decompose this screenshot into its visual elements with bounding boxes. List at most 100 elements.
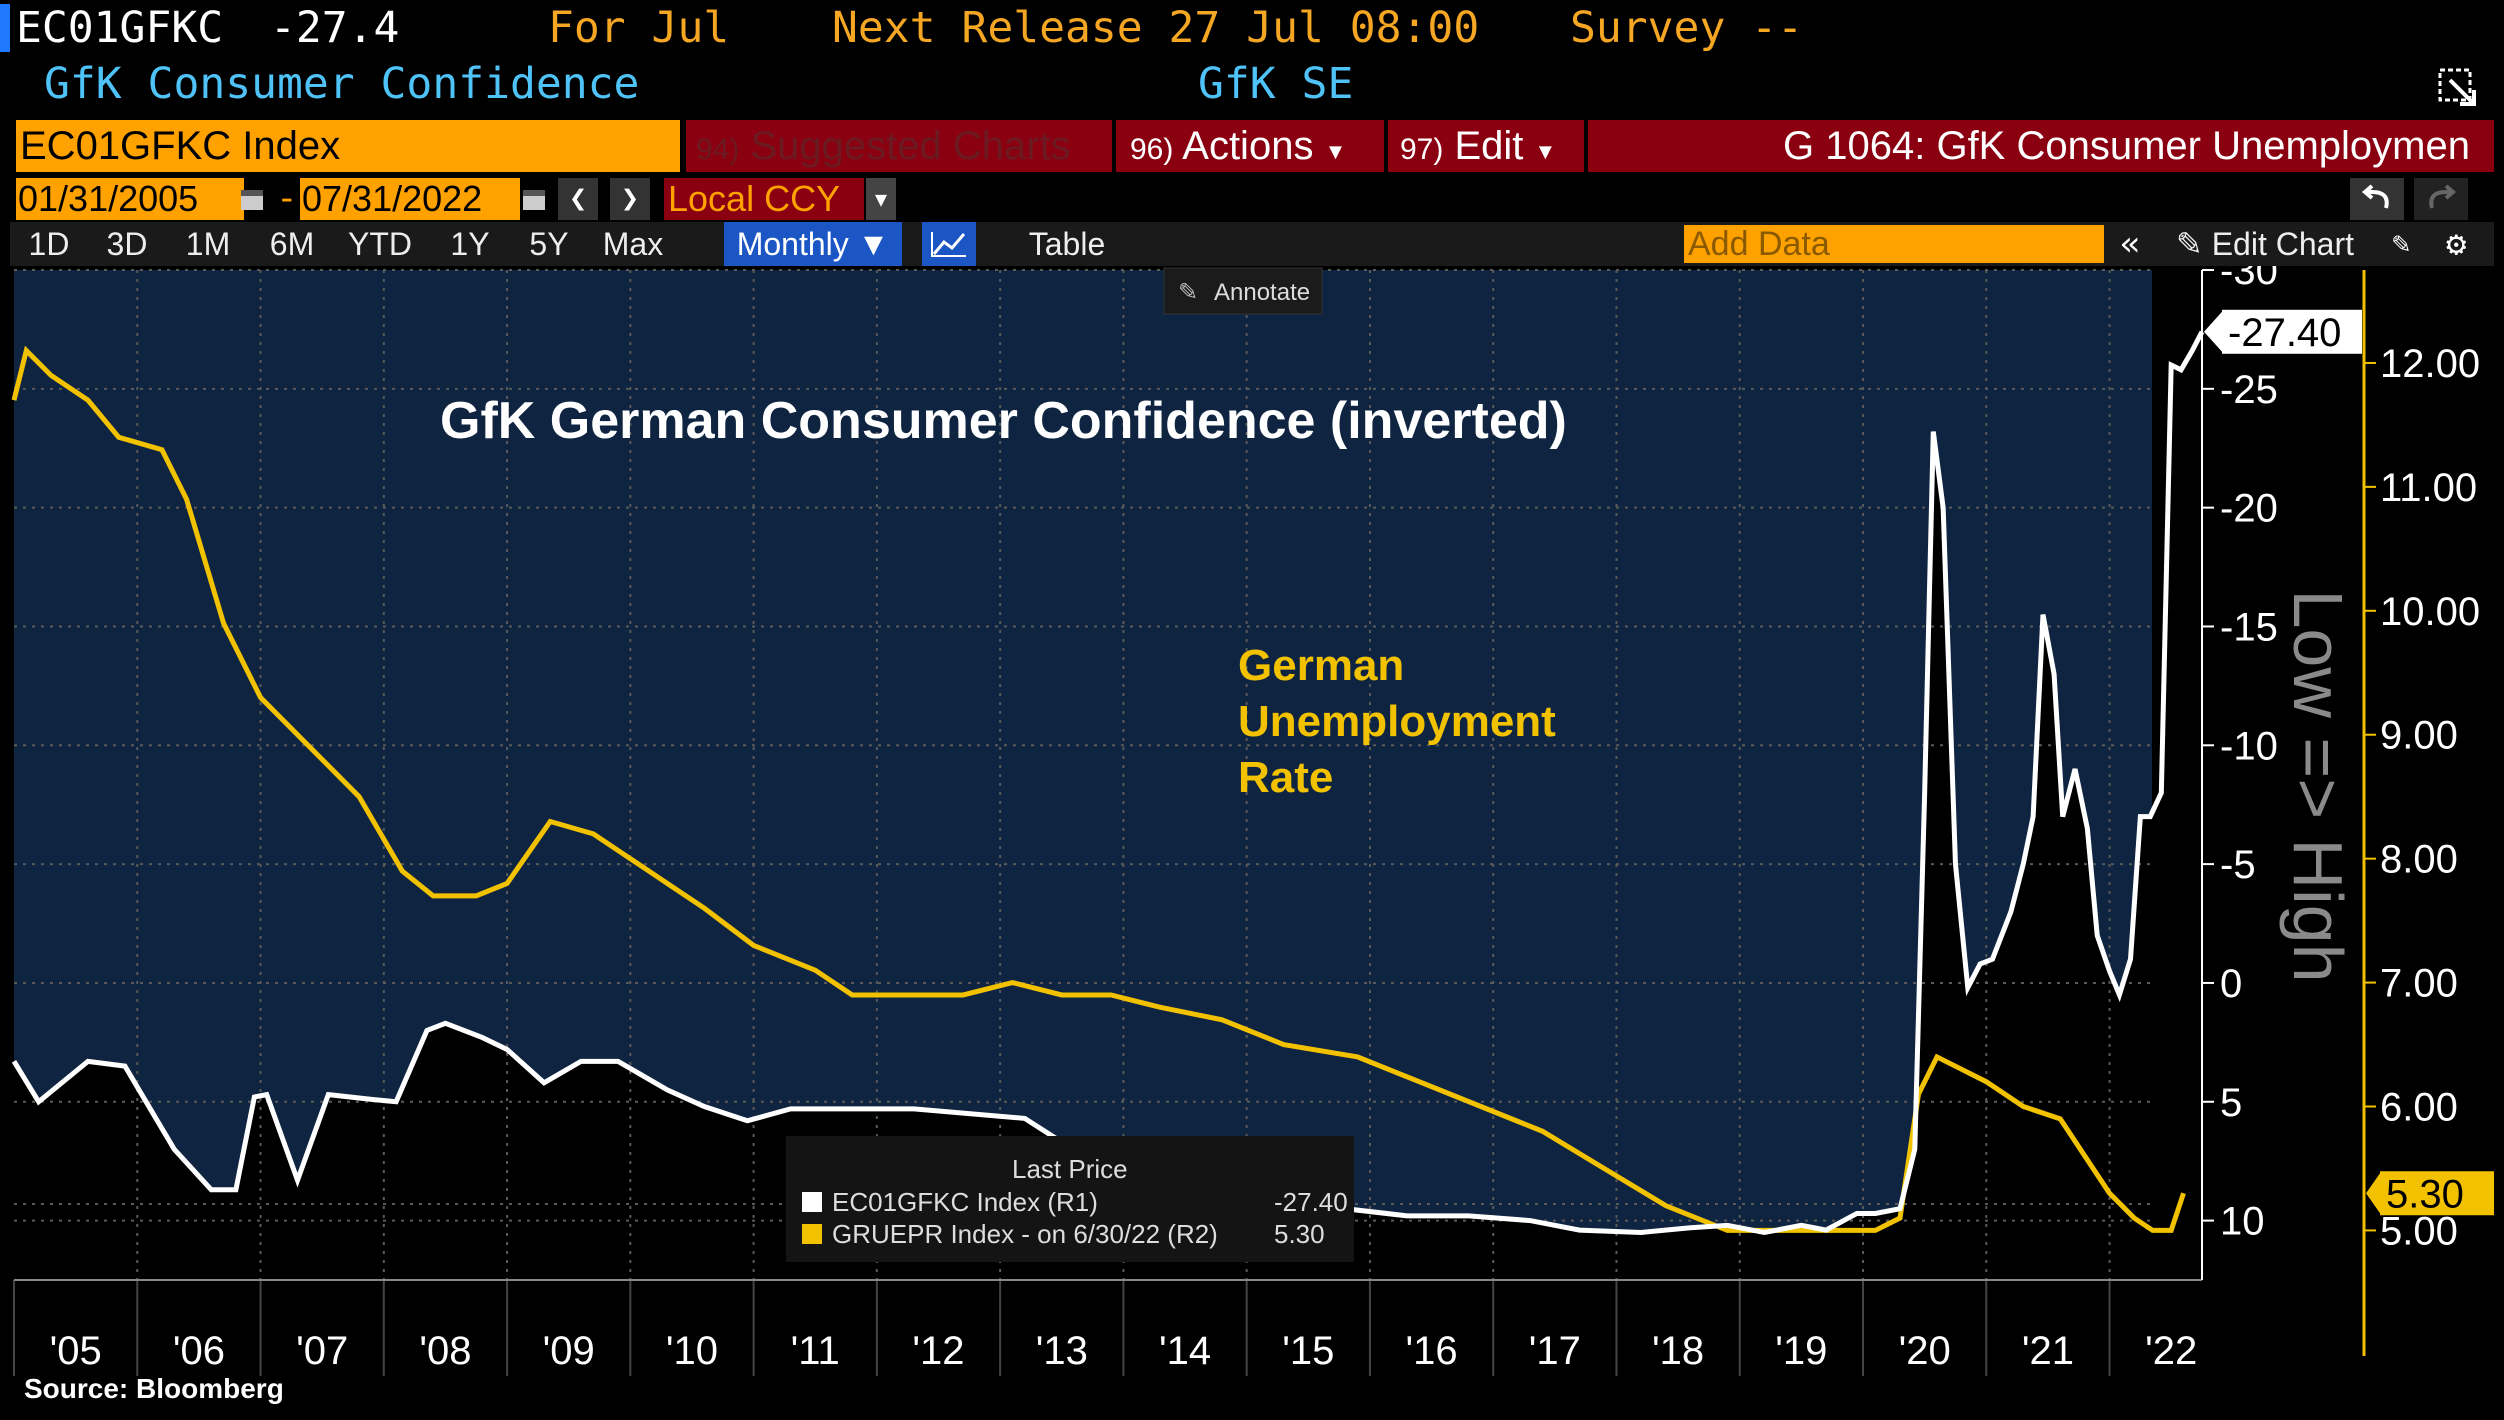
edit-num: 97) <box>1400 133 1444 166</box>
left-axis-tick-label: 10 <box>2220 1200 2265 1244</box>
undo-icon[interactable] <box>2350 178 2404 220</box>
chevron-down-icon: ▼ <box>1534 139 1557 164</box>
actions-num: 96) <box>1130 133 1174 166</box>
legend-row-label: GRUEPR Index - on 6/30/22 (R2) <box>832 1219 1218 1249</box>
suggested-charts-button[interactable]: 94) Suggested Charts <box>696 120 1071 172</box>
chart-title: GfK German Consumer Confidence (inverted… <box>440 392 1567 450</box>
left-last-value-label: -27.40 <box>2228 311 2341 355</box>
legend-swatch-yellow <box>802 1224 822 1244</box>
x-tick-label: '20 <box>1899 1329 1951 1373</box>
date-separator: - <box>276 178 298 219</box>
pencil-icon: ✎ <box>1178 279 1198 306</box>
security-field[interactable]: EC01GFKC Index <box>16 120 680 172</box>
left-axis-tick-label: -5 <box>2220 843 2256 887</box>
left-last-value-pointer <box>2204 311 2222 352</box>
x-tick-label: '07 <box>296 1329 348 1373</box>
right-axis-tick-label: 6.00 <box>2380 1086 2458 1130</box>
collapse-icon[interactable]: « <box>2120 224 2141 264</box>
x-tick-label: '08 <box>419 1329 471 1373</box>
suggested-charts-label: Suggested Charts <box>750 124 1071 168</box>
annotate-button[interactable]: ✎ Annotate <box>1163 267 1323 315</box>
range-button-6m[interactable]: 6M <box>269 226 315 262</box>
start-date-input[interactable]: 01/31/2005 <box>16 178 244 220</box>
edit-menu[interactable]: 97) Edit ▼ <box>1400 120 1556 172</box>
left-axis-tick-label: -20 <box>2220 487 2278 531</box>
suggested-charts-num: 94) <box>696 133 740 166</box>
range-button-1y[interactable]: 1Y <box>450 226 490 262</box>
x-tick-label: '18 <box>1652 1329 1704 1373</box>
table-button[interactable]: Table <box>1028 226 1106 262</box>
edit-chart-button[interactable]: ✎ Edit Chart <box>2176 222 2390 266</box>
unemployment-rate-line <box>11 345 2186 1233</box>
popout-icon[interactable] <box>2436 66 2482 112</box>
x-tick-label: '05 <box>50 1329 102 1373</box>
x-tick-label: '22 <box>2145 1329 2197 1373</box>
data-source: GfK SE <box>1198 59 1354 109</box>
x-tick-label: '15 <box>1282 1329 1334 1373</box>
legend-row-label: EC01GFKC Index (R1) <box>832 1187 1098 1217</box>
calendar-icon[interactable] <box>520 184 548 214</box>
end-date-input[interactable]: 07/31/2022 <box>300 178 520 220</box>
x-tick-label: '21 <box>2022 1329 2074 1373</box>
chart-title-field[interactable]: G 1064: GfK Consumer Unemploymen <box>1783 124 2470 168</box>
right-last-value-label: 5.30 <box>2386 1172 2464 1216</box>
left-axis-tick-label: -30 <box>2220 266 2278 293</box>
legend-title: Last Price <box>1012 1154 1128 1184</box>
right-axis-tick-label: 10.00 <box>2380 590 2480 634</box>
right-axis-tick-label: 11.00 <box>2380 466 2477 510</box>
actions-menu[interactable]: 96) Actions ▼ <box>1130 120 1346 172</box>
x-tick-label: '16 <box>1406 1329 1458 1373</box>
security-name: GfK Consumer Confidence <box>44 59 640 109</box>
range-button-ytd[interactable]: YTD <box>348 226 412 262</box>
chart: '05 '06 '07 '08 '09 '10 '11 '12 '13 '14 '15 '16 '17 '… <box>11 266 2494 1404</box>
next-period-button[interactable]: ❯ <box>610 178 650 220</box>
chevron-down-icon[interactable]: ▼ <box>866 178 896 220</box>
divider <box>1384 120 1388 172</box>
range-button-max[interactable]: Max <box>602 226 664 262</box>
legend-swatch-white <box>802 1192 822 1212</box>
right-axis-tick-label: 12.00 <box>2380 342 2480 386</box>
line-chart-icon[interactable] <box>922 222 976 266</box>
x-tick-label: '19 <box>1775 1329 1827 1373</box>
frequency-select[interactable]: Monthly ▼ <box>724 222 902 266</box>
range-button-1d[interactable]: 1D <box>28 226 70 262</box>
right-axis-tick-label: 8.00 <box>2380 838 2458 882</box>
series-annotation: German Unemployment Rate <box>1238 641 1556 802</box>
x-tick-label: '06 <box>173 1329 225 1373</box>
toolbar-bar <box>686 120 2494 172</box>
last-value: -27.4 <box>270 3 400 53</box>
x-tick-label: '13 <box>1036 1329 1088 1373</box>
range-button-1m[interactable]: 1M <box>185 226 231 262</box>
left-axis-tick-label: -10 <box>2220 724 2278 768</box>
pencil-icon: ✎ <box>2176 226 2203 262</box>
left-axis-tick-label: 0 <box>2220 962 2242 1006</box>
right-last-value-pointer <box>2366 1173 2380 1214</box>
divider <box>1112 120 1116 172</box>
add-data-input[interactable]: Add Data <box>1684 225 2104 263</box>
right-axis-tick-label: 5.00 <box>2380 1209 2458 1253</box>
range-button-5y[interactable]: 5Y <box>529 226 569 262</box>
prev-period-button[interactable]: ❮ <box>558 178 598 220</box>
currency-select[interactable]: Local CCY <box>664 178 864 220</box>
x-tick-label: '09 <box>543 1329 595 1373</box>
range-button-3d[interactable]: 3D <box>106 226 148 262</box>
gear-icon[interactable]: ⚙ <box>2446 224 2467 264</box>
chevron-down-icon: ▼ <box>857 226 890 262</box>
right-last-value-box <box>2380 1171 2494 1216</box>
legend-row-value: -27.40 <box>1274 1187 1348 1217</box>
calendar-icon[interactable] <box>238 184 266 214</box>
left-last-value-box <box>2222 309 2362 354</box>
x-tick-label: '17 <box>1529 1329 1581 1373</box>
inverted-axis-label: Low => High <box>2279 589 2357 982</box>
redo-icon[interactable] <box>2414 178 2468 220</box>
ticker: EC01GFKC <box>16 3 224 53</box>
legend-row-value: 5.30 <box>1274 1219 1325 1249</box>
left-axis-tick-label: -25 <box>2220 368 2278 412</box>
frequency-label: Monthly <box>736 226 849 262</box>
period: For Jul <box>548 3 730 53</box>
x-tick-label: '12 <box>912 1329 964 1373</box>
annotate-label: Annotate <box>1214 279 1310 306</box>
chart-tools-icon[interactable]: ✎ <box>2392 226 2411 261</box>
x-tick-label: '11 <box>791 1329 840 1373</box>
edit-chart-label: Edit Chart <box>2211 226 2354 262</box>
